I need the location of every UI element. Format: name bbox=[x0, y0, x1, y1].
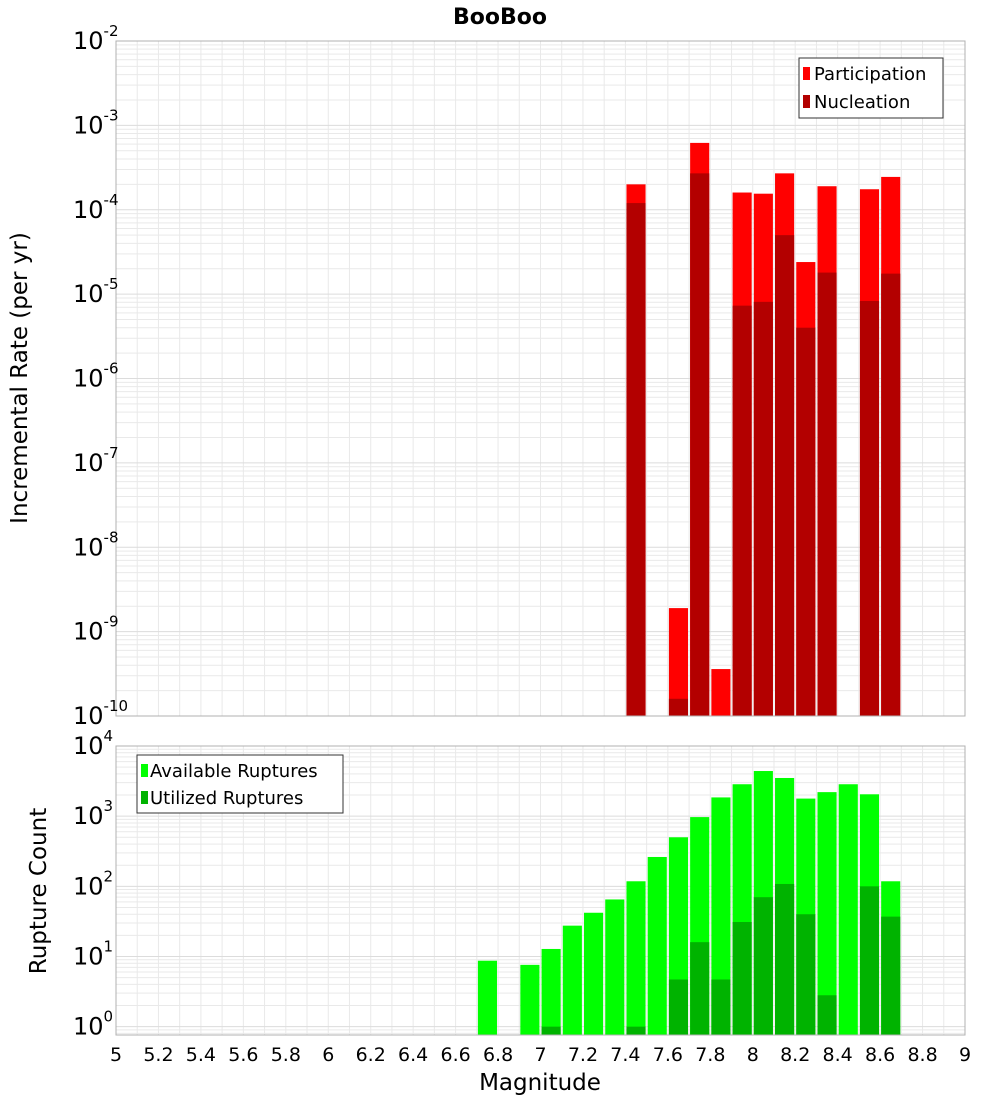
chart-title: BooBoo bbox=[453, 5, 547, 30]
x-tick-label: 5.2 bbox=[143, 1044, 173, 1066]
top-bar-nucleation bbox=[626, 203, 646, 716]
top-bar-nucleation bbox=[881, 273, 901, 716]
top-panel: 10-2 10-3 10-4 10-5 10-6 10-7 10-8 10-9 10-10 In… bbox=[7, 22, 966, 730]
bottom-panel: 104 103 102 101 100 Rupture Count Available … bbox=[26, 727, 966, 1041]
bottom-bar-available bbox=[584, 912, 604, 1035]
x-tick-label: 8.4 bbox=[823, 1044, 853, 1066]
bottom-bar-available bbox=[541, 948, 561, 1035]
legend-label-participation: Participation bbox=[814, 64, 926, 85]
bottom-legend-box bbox=[136, 754, 344, 814]
bottom-bar-available bbox=[477, 960, 497, 1035]
bottom-bar-utilized bbox=[668, 979, 689, 1035]
top-y-tick-label: 10-4 bbox=[73, 191, 119, 224]
top-bar-nucleation bbox=[817, 272, 837, 716]
x-tick-label: 5.8 bbox=[271, 1044, 301, 1066]
bottom-bar-utilized bbox=[541, 1026, 561, 1035]
bottom-bar-utilized bbox=[859, 886, 880, 1035]
x-axis-label: Magnitude bbox=[479, 1070, 601, 1096]
bottom-bar-available bbox=[605, 899, 625, 1035]
bottom-y-tick-label: 100 bbox=[73, 1008, 113, 1041]
top-y-tick-label: 10-10 bbox=[73, 697, 128, 730]
x-tick-label: 8.2 bbox=[780, 1044, 810, 1066]
x-tick-label: 6.6 bbox=[440, 1044, 470, 1066]
top-grid bbox=[115, 40, 966, 717]
top-legend-box bbox=[798, 57, 944, 119]
top-bar-nucleation bbox=[859, 300, 880, 716]
top-y-tick-label: 10-2 bbox=[73, 22, 119, 55]
top-bars bbox=[626, 142, 901, 717]
top-bar-nucleation bbox=[668, 698, 689, 716]
bottom-bar-available bbox=[817, 792, 837, 1035]
top-y-tick-labels: 10-2 10-3 10-4 10-5 10-6 10-7 10-8 10-9 10-10 bbox=[73, 22, 128, 730]
legend-label-utilized: Utilized Ruptures bbox=[150, 788, 303, 809]
bottom-bar-available bbox=[520, 964, 540, 1035]
top-bar-nucleation bbox=[732, 305, 752, 716]
top-bar-nucleation bbox=[690, 173, 710, 716]
bottom-bar-utilized bbox=[881, 916, 901, 1035]
top-y-axis-label: Incremental Rate (per yr) bbox=[7, 232, 33, 524]
x-tick-label: 6.4 bbox=[398, 1044, 428, 1066]
bottom-bar-available bbox=[562, 925, 582, 1035]
top-bar-participation bbox=[668, 608, 689, 716]
bottom-y-tick-label: 101 bbox=[73, 937, 113, 970]
bottom-bar-available bbox=[838, 784, 858, 1035]
x-tick-label: 5.6 bbox=[228, 1044, 258, 1066]
x-tick-label: 7.4 bbox=[610, 1044, 640, 1066]
bottom-y-tick-label: 104 bbox=[73, 727, 113, 760]
x-tick-label: 7.8 bbox=[695, 1044, 725, 1066]
bottom-bar-utilized bbox=[753, 897, 773, 1035]
x-tick-labels: 5 5.2 5.4 5.6 5.8 6 6.2 6.4 6.6 6.8 7 7.2 7.4 7.6 7.8 8… bbox=[110, 1044, 971, 1066]
x-tick-label: 7.6 bbox=[653, 1044, 683, 1066]
top-plot-frame bbox=[115, 40, 966, 717]
bottom-bar-utilized bbox=[732, 922, 752, 1035]
top-bar-nucleation bbox=[796, 327, 816, 716]
top-y-tick-label: 10-3 bbox=[73, 106, 119, 139]
bottom-plot-frame bbox=[115, 745, 966, 1036]
legend-label-available: Available Ruptures bbox=[150, 761, 318, 782]
top-y-tick-label: 10-7 bbox=[73, 444, 119, 477]
bottom-legend: Available Ruptures Utilized Ruptures bbox=[136, 754, 344, 814]
bottom-bar-utilized bbox=[711, 979, 731, 1035]
x-tick-label: 6.2 bbox=[356, 1044, 386, 1066]
bottom-bar-utilized bbox=[626, 1026, 646, 1035]
top-bar-nucleation bbox=[753, 301, 773, 716]
x-tick-label: 8 bbox=[747, 1044, 759, 1066]
top-y-tick-label: 10-9 bbox=[73, 613, 119, 646]
bottom-bar-utilized bbox=[775, 883, 795, 1035]
bottom-bar-utilized bbox=[796, 914, 816, 1035]
bottom-bar-available bbox=[647, 856, 667, 1035]
top-bar-nucleation bbox=[775, 235, 795, 716]
top-y-tick-label: 10-8 bbox=[73, 528, 119, 561]
top-y-tick-label: 10-5 bbox=[73, 275, 119, 308]
legend-swatch-available bbox=[141, 764, 148, 777]
x-tick-label: 5.4 bbox=[186, 1044, 216, 1066]
bottom-y-tick-labels: 104 103 102 101 100 bbox=[73, 727, 113, 1041]
x-tick-label: 8.6 bbox=[865, 1044, 895, 1066]
bottom-bar-utilized bbox=[690, 942, 710, 1035]
top-legend: Participation Nucleation bbox=[798, 57, 944, 119]
x-tick-label: 9 bbox=[959, 1044, 971, 1066]
x-tick-label: 7 bbox=[534, 1044, 546, 1066]
top-bar-participation bbox=[711, 669, 731, 716]
legend-swatch-nucleation bbox=[803, 95, 810, 108]
x-tick-label: 6 bbox=[322, 1044, 334, 1066]
x-tick-label: 8.8 bbox=[907, 1044, 937, 1066]
bottom-y-tick-label: 102 bbox=[73, 867, 113, 900]
bottom-y-axis-label: Rupture Count bbox=[26, 808, 52, 974]
legend-swatch-participation bbox=[803, 67, 810, 80]
x-tick-label: 5 bbox=[110, 1044, 122, 1066]
bottom-bar-available bbox=[711, 797, 731, 1035]
top-y-tick-label: 10-6 bbox=[73, 360, 119, 393]
x-tick-label: 6.8 bbox=[483, 1044, 513, 1066]
x-tick-label: 7.2 bbox=[568, 1044, 598, 1066]
bottom-y-tick-label: 103 bbox=[73, 797, 113, 830]
bottom-bar-utilized bbox=[817, 995, 837, 1035]
bottom-bar-available bbox=[626, 881, 646, 1035]
bottom-bars bbox=[477, 771, 901, 1035]
legend-swatch-utilized bbox=[141, 791, 148, 804]
legend-label-nucleation: Nucleation bbox=[814, 92, 910, 113]
